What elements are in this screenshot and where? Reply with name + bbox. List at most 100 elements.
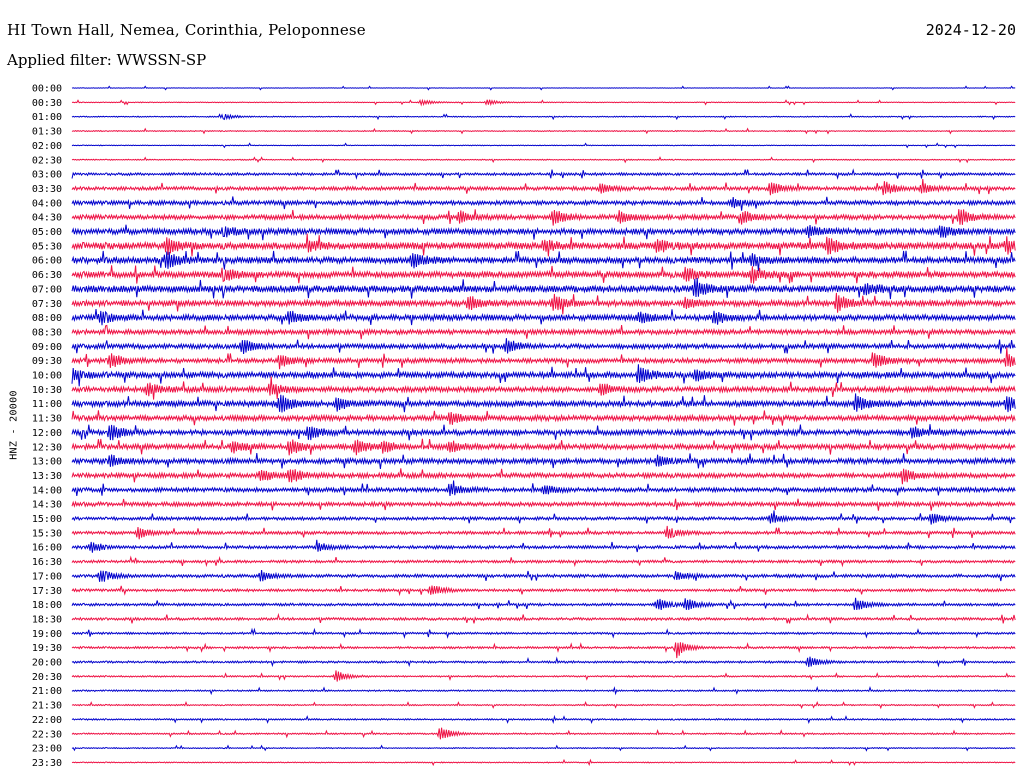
- trace-2330: [71, 758, 1016, 767]
- tick-label-0130: 01:30: [32, 127, 62, 138]
- tick-label-1200: 12:00: [32, 428, 62, 439]
- trace-0500: [71, 224, 1016, 241]
- trace-0330: [71, 179, 1016, 196]
- station-title: HI Town Hall, Nemea, Corinthia, Peloponn…: [7, 21, 366, 39]
- tick-label-0900: 09:00: [32, 342, 62, 353]
- trace-1830: [71, 612, 1016, 624]
- trace-1230: [71, 438, 1016, 456]
- tick-label-1600: 16:00: [32, 543, 62, 554]
- trace-0830: [71, 324, 1016, 340]
- trace-2230: [71, 727, 1016, 740]
- tick-label-1800: 18:00: [32, 600, 62, 611]
- trace-1930: [71, 642, 1016, 659]
- trace-0900: [71, 338, 1016, 355]
- tick-label-1530: 15:30: [32, 528, 62, 539]
- tick-label-2130: 21:30: [32, 701, 62, 712]
- trace-0600: [71, 250, 1016, 272]
- tick-label-1030: 10:30: [32, 385, 62, 396]
- tick-label-2000: 20:00: [32, 658, 62, 669]
- trace-1630: [71, 555, 1016, 568]
- tick-label-1400: 14:00: [32, 485, 62, 496]
- trace-2130: [71, 700, 1016, 710]
- trace-2300: [71, 744, 1016, 752]
- trace-0430: [71, 209, 1016, 226]
- tick-label-2300: 23:00: [32, 744, 62, 755]
- tick-label-0330: 03:30: [32, 184, 62, 195]
- tick-label-1830: 18:30: [32, 614, 62, 625]
- trace-0100: [71, 113, 1016, 121]
- tick-label-1900: 19:00: [32, 629, 62, 640]
- tick-label-1300: 13:00: [32, 457, 62, 468]
- tick-label-0600: 06:00: [32, 256, 62, 267]
- tick-label-0430: 04:30: [32, 213, 62, 224]
- tick-label-0300: 03:00: [32, 170, 62, 181]
- trace-0000: [71, 85, 1016, 91]
- tick-label-2200: 22:00: [32, 715, 62, 726]
- tick-label-0700: 07:00: [32, 284, 62, 295]
- tick-label-0530: 05:30: [32, 241, 62, 252]
- tick-label-1100: 11:00: [32, 399, 62, 410]
- trace-1700: [71, 569, 1016, 582]
- tick-label-1130: 11:30: [32, 414, 62, 425]
- trace-1500: [71, 510, 1016, 525]
- tick-label-0930: 09:30: [32, 356, 62, 367]
- trace-1000: [71, 364, 1016, 387]
- tick-label-0100: 01:00: [32, 112, 62, 123]
- trace-0530: [71, 233, 1016, 257]
- tick-label-0800: 08:00: [32, 313, 62, 324]
- tick-label-1630: 16:30: [32, 557, 62, 568]
- tick-label-0200: 02:00: [32, 141, 62, 152]
- trace-0700: [71, 277, 1016, 300]
- trace-1400: [71, 480, 1016, 497]
- trace-0800: [71, 308, 1016, 326]
- trace-1600: [71, 539, 1016, 553]
- trace-1530: [71, 525, 1016, 540]
- date-label: 2024-12-20: [925, 21, 1016, 39]
- trace-2000: [71, 656, 1016, 668]
- tick-label-0000: 00:00: [32, 84, 62, 95]
- trace-0130: [71, 127, 1016, 135]
- tick-label-1000: 10:00: [32, 371, 62, 382]
- tick-label-0230: 02:30: [32, 155, 62, 166]
- tick-label-2030: 20:30: [32, 672, 62, 683]
- tick-label-0030: 00:30: [32, 98, 62, 109]
- tick-label-0630: 06:30: [32, 270, 62, 281]
- tick-label-1700: 17:00: [32, 571, 62, 582]
- tick-label-1730: 17:30: [32, 586, 62, 597]
- trace-0300: [71, 168, 1016, 180]
- tick-label-2330: 23:30: [32, 758, 62, 769]
- trace-0200: [71, 142, 1016, 149]
- trace-1430: [71, 498, 1016, 511]
- trace-1900: [71, 627, 1016, 639]
- trace-2100: [71, 685, 1016, 696]
- trace-0730: [71, 292, 1016, 315]
- tick-label-1930: 19:30: [32, 643, 62, 654]
- trace-1730: [71, 585, 1016, 597]
- trace-1200: [71, 424, 1016, 441]
- tick-label-2100: 21:00: [32, 686, 62, 697]
- tick-label-1500: 15:00: [32, 514, 62, 525]
- trace-1130: [71, 410, 1016, 426]
- trace-0230: [71, 156, 1016, 164]
- tick-label-1230: 12:30: [32, 442, 62, 453]
- trace-0630: [71, 265, 1016, 284]
- trace-2200: [71, 714, 1016, 724]
- trace-2030: [71, 670, 1016, 682]
- tick-label-2230: 22:30: [32, 729, 62, 740]
- trace-0400: [71, 196, 1016, 211]
- tick-label-1330: 13:30: [32, 471, 62, 482]
- trace-1800: [71, 597, 1016, 610]
- trace-1330: [71, 468, 1016, 485]
- trace-0930: [71, 347, 1016, 370]
- trace-1300: [71, 453, 1016, 470]
- tick-label-0830: 08:30: [32, 327, 62, 338]
- trace-1030: [71, 376, 1016, 400]
- tick-label-0730: 07:30: [32, 299, 62, 310]
- tick-label-0500: 05:00: [32, 227, 62, 238]
- tick-label-1430: 14:30: [32, 500, 62, 511]
- tick-label-0400: 04:00: [32, 198, 62, 209]
- filter-label: Applied filter: WWSSN-SP: [7, 51, 207, 69]
- trace-1100: [71, 393, 1016, 413]
- trace-0030: [71, 98, 1016, 107]
